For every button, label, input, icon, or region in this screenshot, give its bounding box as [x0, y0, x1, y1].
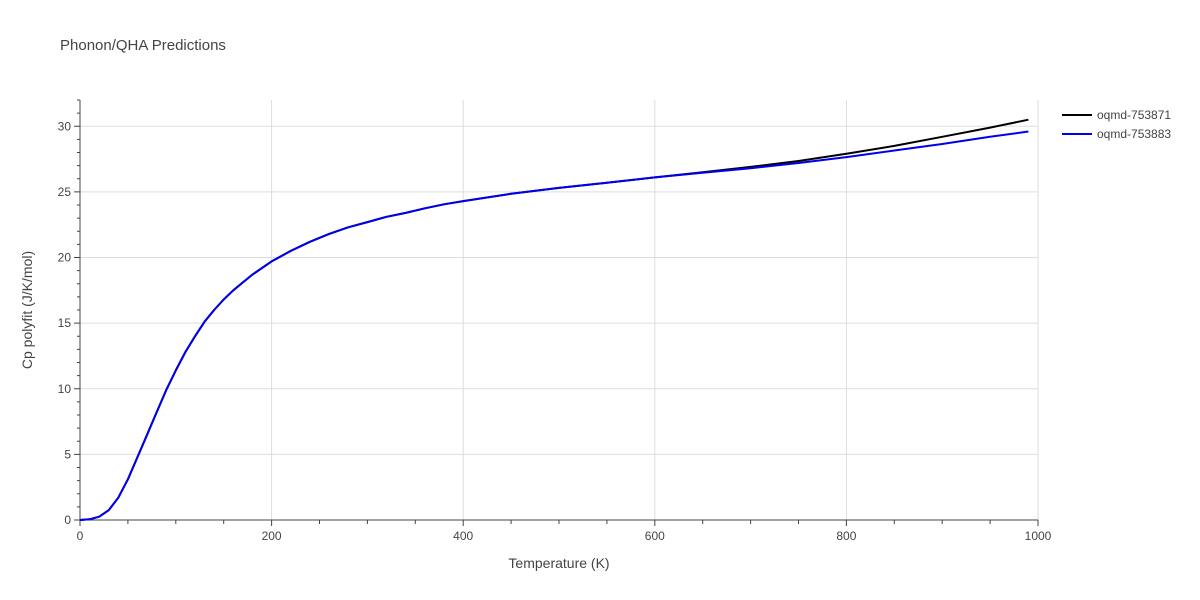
- series-line-oqmd-753883: [79, 130, 1029, 521]
- x-tick-label: 400: [453, 529, 473, 543]
- y-axis-title: Cp polyfit (J/K/mol): [19, 251, 35, 369]
- y-tick-label: 5: [64, 447, 71, 461]
- y-tick-label: 0: [64, 513, 71, 527]
- x-tick-label: 200: [262, 529, 282, 543]
- y-tick-label: 30: [58, 119, 72, 133]
- x-axis-title: Temperature (K): [508, 555, 609, 571]
- x-tick-label: 0: [77, 529, 84, 543]
- axes: [74, 99, 1039, 526]
- y-axis-ticks: 0 5 10 15 20 25 30: [58, 119, 72, 527]
- y-tick-label: 10: [58, 382, 72, 396]
- y-tick-label: 15: [58, 316, 72, 330]
- chart-title: Phonon/QHA Predictions: [60, 37, 226, 54]
- series-line-oqmd-753871: [79, 118, 1029, 521]
- legend: oqmd-753871 oqmd-753883: [1062, 108, 1171, 141]
- x-axis-ticks: 0 200 400 600 800 1000: [77, 529, 1052, 543]
- legend-label: oqmd-753871: [1097, 108, 1171, 122]
- plot-lines: [79, 118, 1029, 521]
- gridlines: [80, 100, 1039, 520]
- x-tick-label: 600: [645, 529, 665, 543]
- y-tick-label: 20: [58, 251, 72, 265]
- y-tick-label: 25: [58, 185, 72, 199]
- legend-label: oqmd-753883: [1097, 127, 1171, 141]
- x-tick-label: 1000: [1025, 529, 1052, 543]
- x-tick-label: 800: [836, 529, 856, 543]
